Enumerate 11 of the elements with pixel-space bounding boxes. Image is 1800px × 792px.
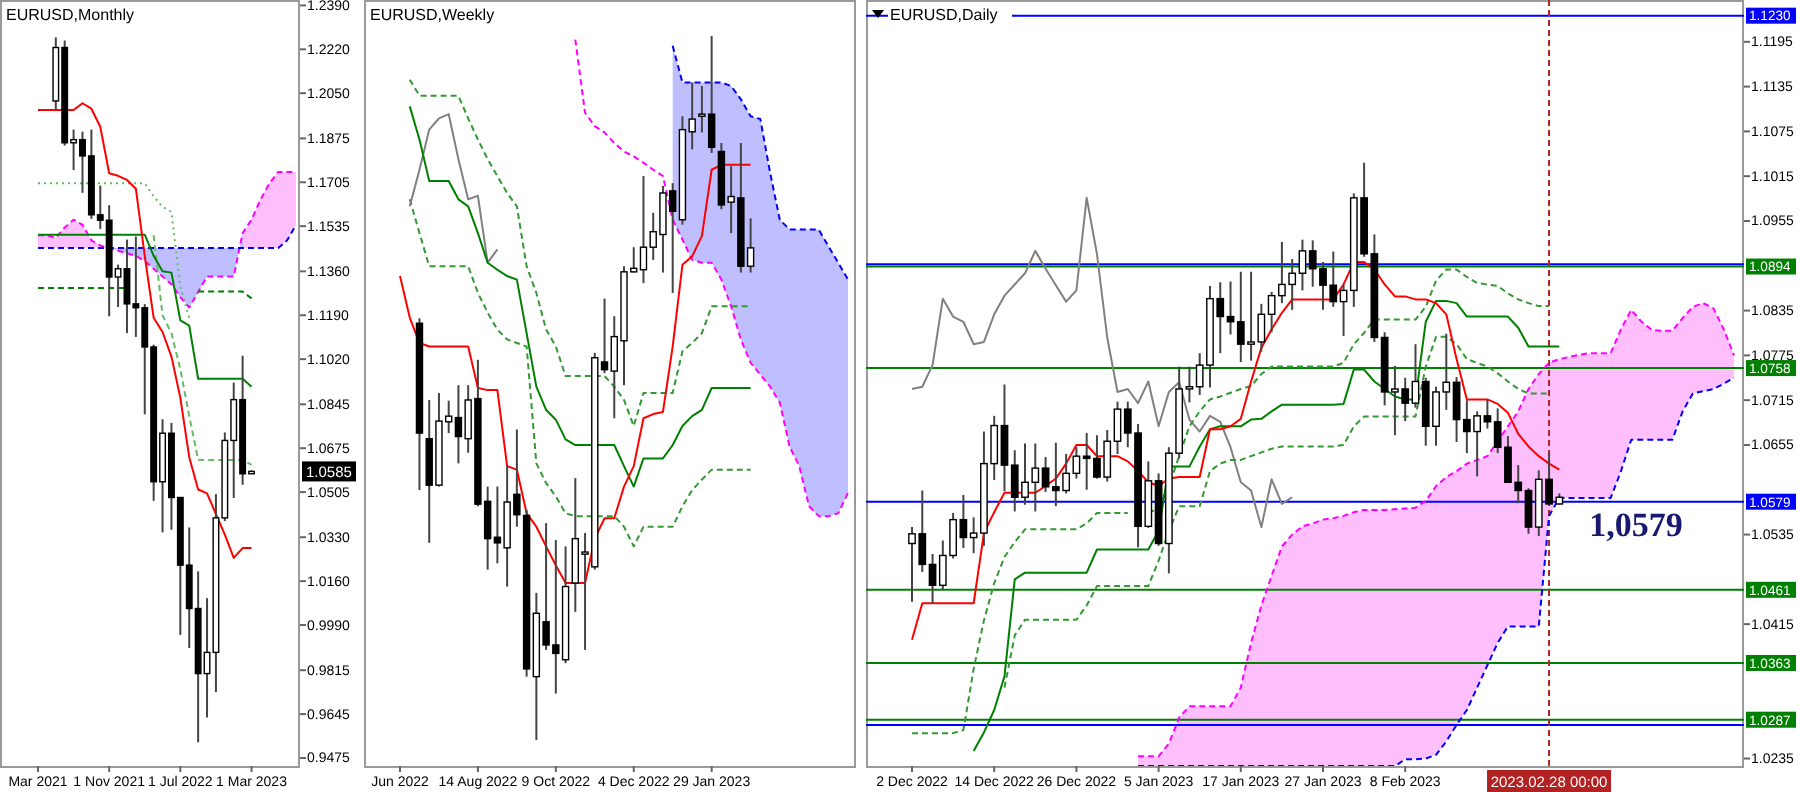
line-series xyxy=(37,233,253,388)
chart-title: EURUSD,Monthly xyxy=(6,6,135,24)
line-series xyxy=(911,196,1294,529)
annotation: 1,0579 xyxy=(1589,506,1683,544)
line-series xyxy=(37,102,253,559)
line-series xyxy=(37,182,191,319)
chart-title: EURUSD,Daily xyxy=(890,6,998,24)
line-series xyxy=(152,234,253,466)
line-series xyxy=(911,261,1561,641)
chart-title: EURUSD,Weekly xyxy=(370,6,495,24)
line-series xyxy=(1003,335,1551,689)
